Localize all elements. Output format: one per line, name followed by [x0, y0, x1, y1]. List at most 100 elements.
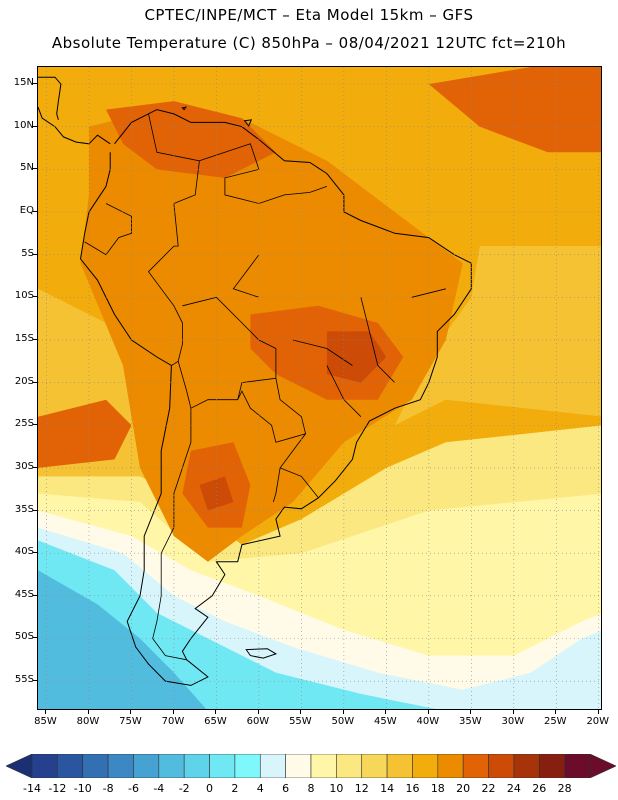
lat-tick-label: 35S: [15, 504, 34, 515]
lat-tick-label: 10N: [14, 120, 34, 131]
colorbar-tick-label: 8: [308, 782, 315, 795]
temperature-colorbar: [6, 754, 616, 778]
lon-tick-mark: [513, 710, 514, 714]
colorbar-tick-label: -4: [153, 782, 164, 795]
lon-tick-mark: [215, 710, 216, 714]
lon-tick-label: 80W: [77, 716, 100, 727]
colorbar-tick-label: -6: [128, 782, 139, 795]
colorbar-tick-label: 18: [431, 782, 445, 795]
lon-tick-mark: [343, 710, 344, 714]
lon-tick-mark: [470, 710, 471, 714]
colorbar-swatch: [438, 754, 463, 778]
lat-tick-mark: [33, 168, 37, 169]
lat-tick-label: 40S: [15, 546, 34, 557]
colorbar-swatch: [565, 754, 590, 778]
colorbar-low-arrow: [6, 754, 32, 778]
lon-tick-label: 20W: [586, 716, 609, 727]
lon-tick-mark: [428, 710, 429, 714]
colorbar-swatch: [83, 754, 108, 778]
lon-tick-label: 25W: [544, 716, 567, 727]
temperature-map: [37, 66, 602, 710]
colorbar-swatch: [286, 754, 311, 778]
colorbar-swatch: [210, 754, 235, 778]
colorbar-tick-label: 28: [558, 782, 572, 795]
lon-tick-label: 35W: [459, 716, 482, 727]
colorbar-tick-label: -12: [48, 782, 66, 795]
colorbar-swatch: [412, 754, 437, 778]
lat-tick-mark: [33, 83, 37, 84]
colorbar-swatch: [235, 754, 260, 778]
colorbar-swatch: [133, 754, 158, 778]
lat-tick-mark: [33, 510, 37, 511]
colorbar-swatch: [463, 754, 488, 778]
colorbar-tick-label: 4: [257, 782, 264, 795]
colorbar-swatch: [108, 754, 133, 778]
colorbar-tick-label: 10: [329, 782, 343, 795]
map-canvas: [38, 67, 602, 710]
lat-tick-mark: [33, 680, 37, 681]
colorbar-swatch: [387, 754, 412, 778]
lat-tick-label: 45S: [15, 589, 34, 600]
colorbar-swatch: [489, 754, 514, 778]
lon-tick-label: 30W: [501, 716, 524, 727]
lon-tick-mark: [88, 710, 89, 714]
colorbar-swatch: [311, 754, 336, 778]
chart-title-line-1: CPTEC/INPE/MCT – Eta Model 15km – GFS: [0, 6, 618, 24]
lon-tick-label: 85W: [34, 716, 57, 727]
colorbar-tick-label: 26: [532, 782, 546, 795]
colorbar-tick-label: 2: [231, 782, 238, 795]
lat-tick-label: 55S: [15, 674, 34, 685]
lat-tick-mark: [33, 637, 37, 638]
lat-tick-label: 20S: [15, 376, 34, 387]
lon-tick-mark: [173, 710, 174, 714]
colorbar-tick-label: -2: [179, 782, 190, 795]
lat-tick-mark: [33, 126, 37, 127]
colorbar-tick-label: -14: [23, 782, 41, 795]
lon-tick-label: 70W: [162, 716, 185, 727]
colorbar-tick-label: 22: [482, 782, 496, 795]
lon-tick-label: 75W: [119, 716, 142, 727]
colorbar-tick-label: -8: [103, 782, 114, 795]
lat-tick-label: 25S: [15, 418, 34, 429]
lat-tick-mark: [33, 424, 37, 425]
lat-tick-label: 10S: [15, 290, 34, 301]
lon-tick-mark: [300, 710, 301, 714]
lon-tick-mark: [130, 710, 131, 714]
lat-tick-mark: [33, 296, 37, 297]
lat-tick-label: 50S: [15, 631, 34, 642]
colorbar-high-arrow: [590, 754, 616, 778]
colorbar-swatch: [32, 754, 57, 778]
lat-tick-label: 30S: [15, 461, 34, 472]
lat-tick-mark: [33, 254, 37, 255]
lat-tick-label: EQ: [20, 205, 34, 216]
lat-tick-mark: [33, 467, 37, 468]
lon-tick-mark: [45, 710, 46, 714]
lon-tick-label: 60W: [247, 716, 270, 727]
colorbar-tick-label: -10: [74, 782, 92, 795]
lat-tick-mark: [33, 552, 37, 553]
colorbar-swatch: [57, 754, 82, 778]
colorbar-swatch: [539, 754, 564, 778]
lon-tick-mark: [258, 710, 259, 714]
colorbar-swatch: [514, 754, 539, 778]
colorbar-tick-label: 0: [206, 782, 213, 795]
colorbar-tick-label: 20: [456, 782, 470, 795]
lon-tick-label: 40W: [417, 716, 440, 727]
colorbar-swatch: [184, 754, 209, 778]
lon-tick-label: 50W: [332, 716, 355, 727]
lat-tick-label: 5N: [20, 162, 34, 173]
lat-tick-mark: [33, 339, 37, 340]
chart-title-line-2: Absolute Temperature (C) 850hPa – 08/04/…: [0, 34, 618, 52]
colorbar-swatch: [159, 754, 184, 778]
colorbar-tick-label: 12: [355, 782, 369, 795]
lat-tick-mark: [33, 211, 37, 212]
lon-tick-mark: [598, 710, 599, 714]
lon-tick-mark: [385, 710, 386, 714]
lon-tick-label: 45W: [374, 716, 397, 727]
colorbar-tick-label: 14: [380, 782, 394, 795]
lon-tick-label: 55W: [289, 716, 312, 727]
lat-tick-label: 15N: [14, 77, 34, 88]
lon-tick-mark: [555, 710, 556, 714]
lat-tick-label: 15S: [15, 333, 34, 344]
colorbar-tick-label: 24: [507, 782, 521, 795]
